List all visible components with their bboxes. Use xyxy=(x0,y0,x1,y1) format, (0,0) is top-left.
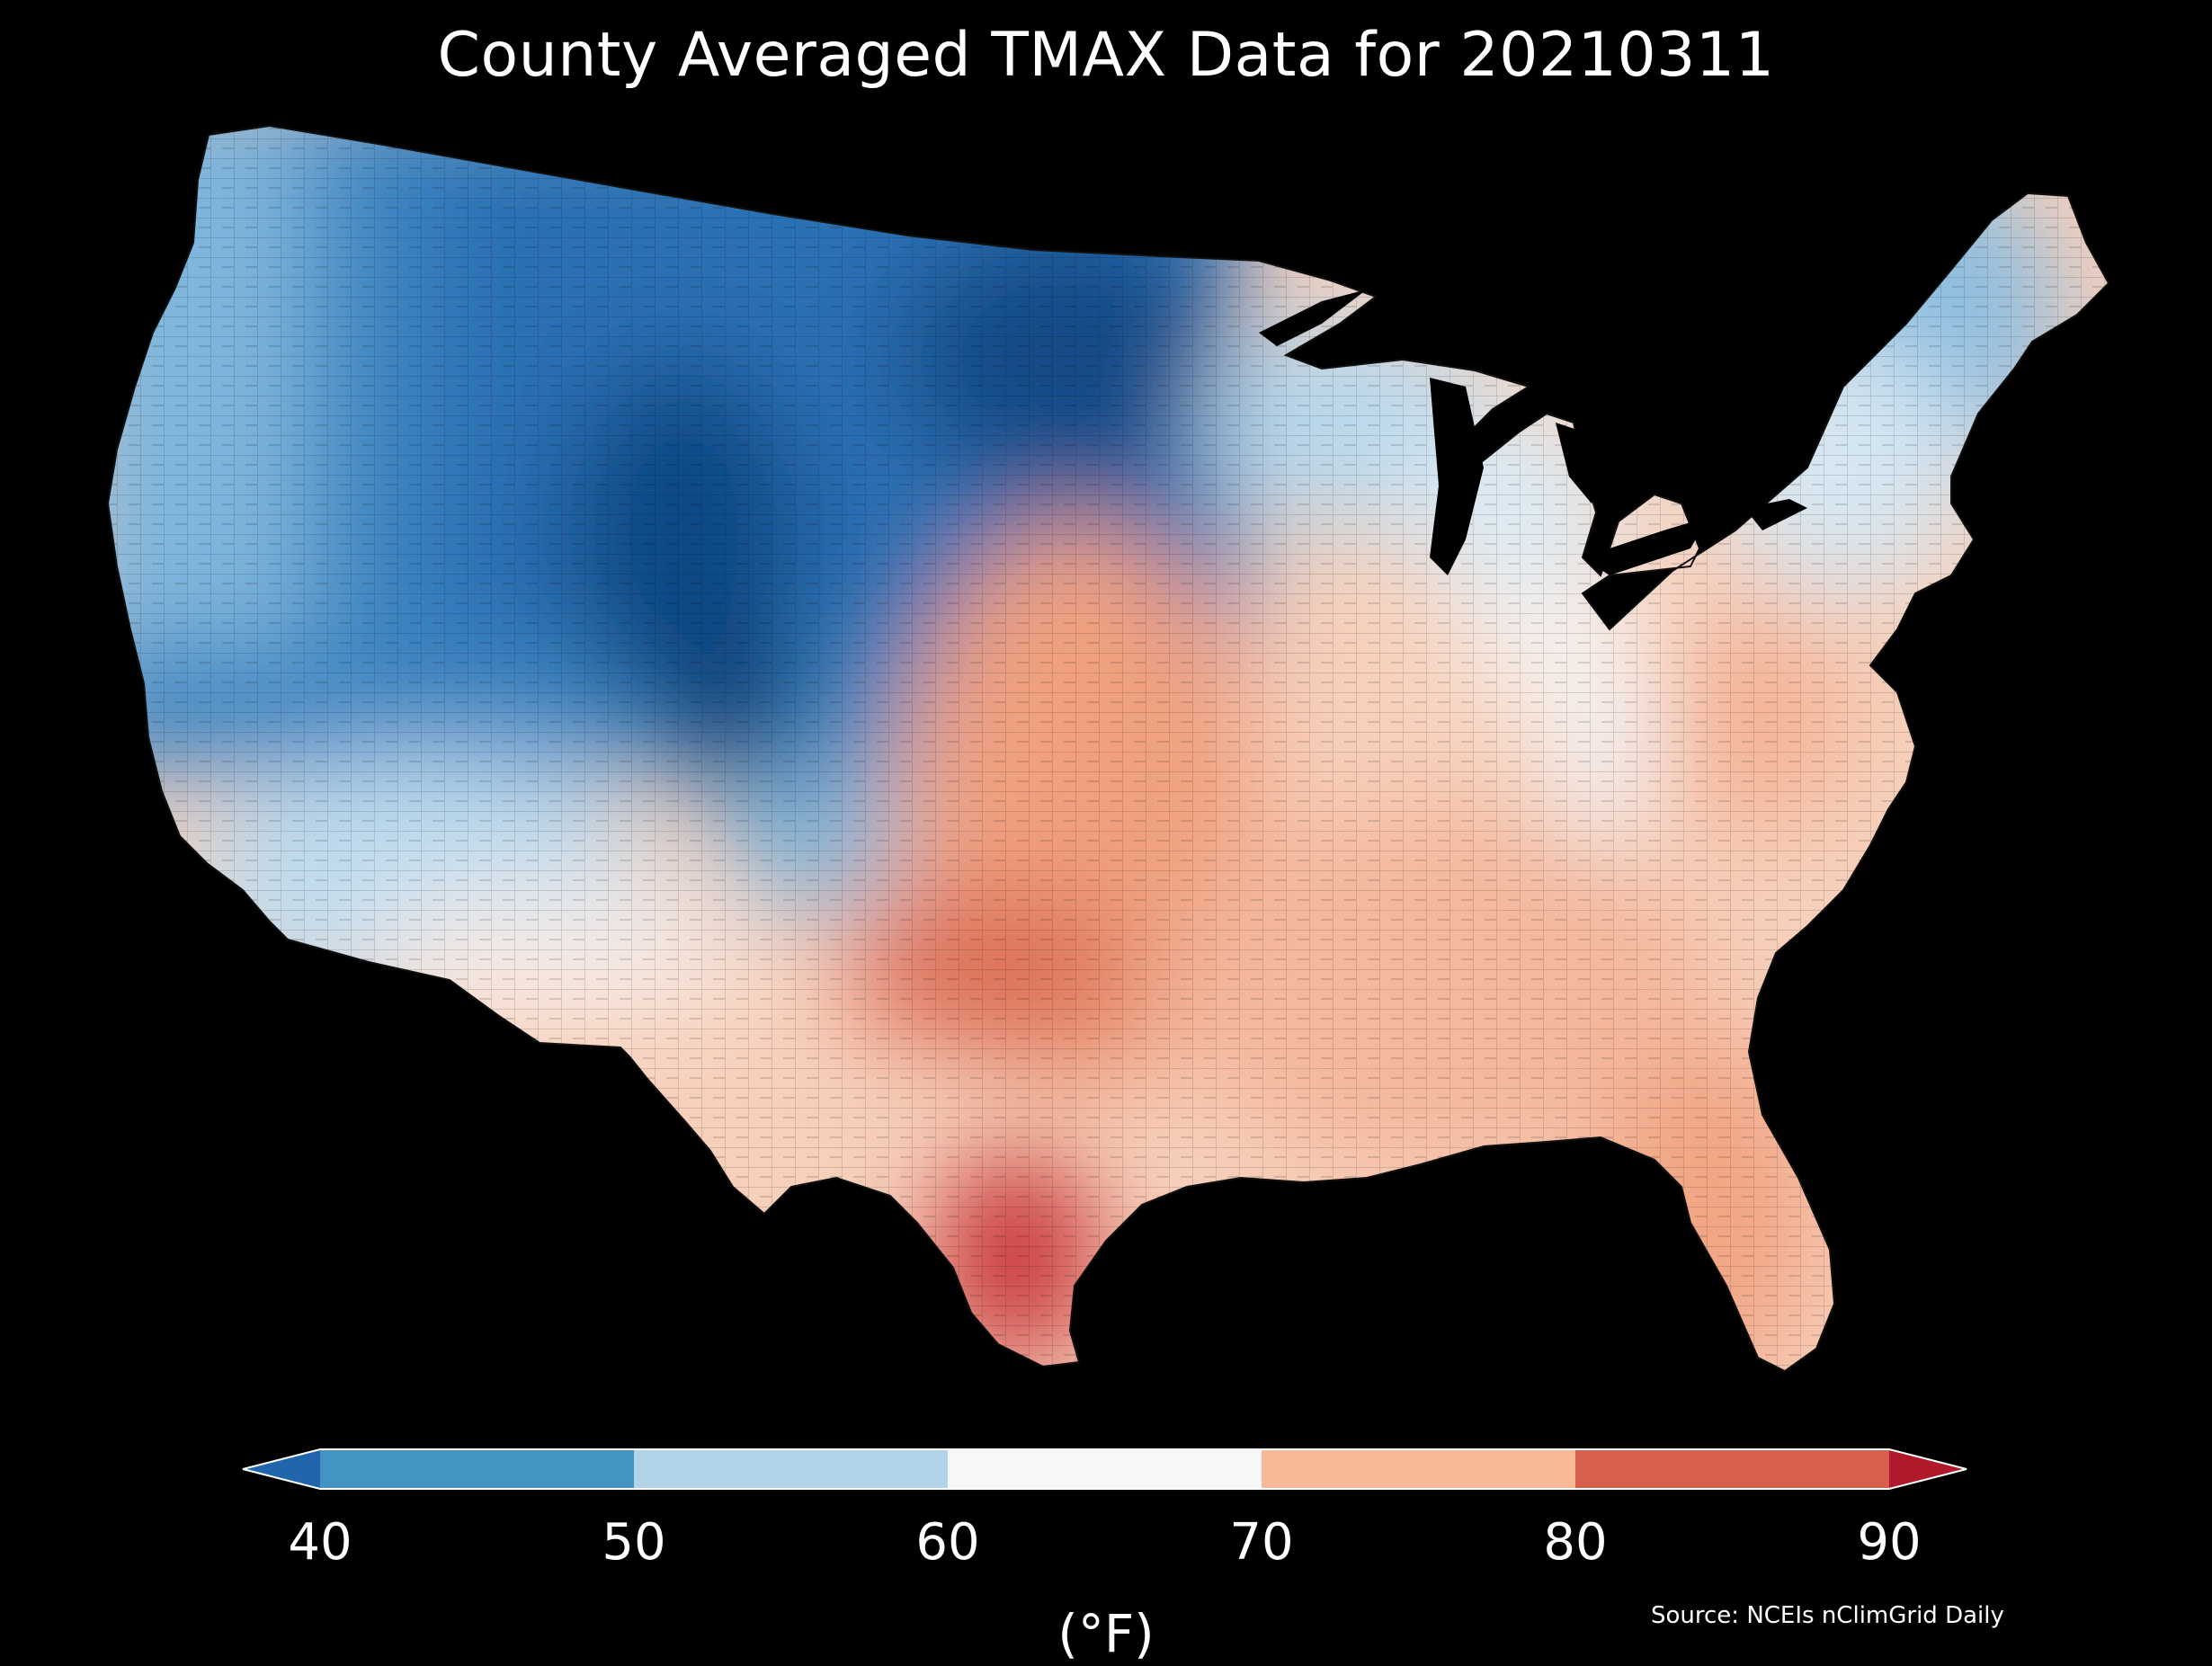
map-title: County Averaged TMAX Data for 20210311 xyxy=(437,20,1775,91)
colorbar-under-arrow xyxy=(243,1449,320,1489)
source-note: Source: NCEIs nClimGrid Daily xyxy=(1651,1602,2004,1629)
colorbar-bin-80-90 xyxy=(1575,1449,1889,1489)
colorbar-tick-60: 60 xyxy=(915,1513,980,1572)
colorbar-bin-50-60 xyxy=(634,1449,948,1489)
colorbar-tick-90: 90 xyxy=(1857,1513,1922,1572)
colorbar-tick-70: 70 xyxy=(1229,1513,1294,1572)
colorbar-outline xyxy=(242,1448,1967,1490)
colorbar-bin-60-70 xyxy=(948,1449,1262,1489)
colorbar-unit-label: (°F) xyxy=(1057,1603,1155,1664)
great-lakes xyxy=(1259,290,1807,575)
colorbar-over-arrow xyxy=(1889,1449,1967,1489)
colorbar-bin-70-80 xyxy=(1262,1449,1575,1489)
colorbar-bin-40-50 xyxy=(320,1449,634,1489)
colorbar-tick-80: 80 xyxy=(1543,1513,1608,1572)
colorbar-tick-40: 40 xyxy=(288,1513,352,1572)
colorbar-tick-50: 50 xyxy=(602,1513,666,1572)
